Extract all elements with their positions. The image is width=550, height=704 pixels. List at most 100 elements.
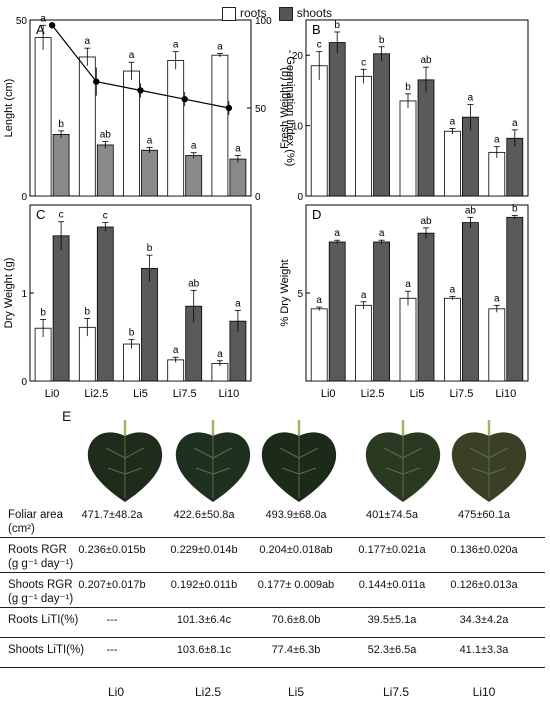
panel-A-sig-letter: b: [58, 119, 64, 130]
panel-C-sig-letter: b: [40, 307, 46, 318]
panel-B-sig-letter: ab: [420, 55, 432, 66]
row-divider: [0, 607, 545, 608]
panel-C-sig-letter: b: [129, 328, 135, 339]
panel-B-bar-shoots: [328, 42, 346, 197]
table-cell: 103.6±8.1c: [176, 644, 232, 656]
panel-B-bar-roots: [399, 100, 417, 197]
panel-D-sig-letter: ab: [465, 205, 477, 216]
panel-B-sig-letter: c: [361, 57, 366, 68]
panel-B-ylabel: Fresh Weight (g): [279, 67, 291, 149]
panel-C-bar-shoots: [52, 235, 70, 382]
panel-A-bar-shoots: [229, 158, 247, 197]
panel-C-xtick-label: Li5: [133, 388, 148, 400]
panel-B-frame: [305, 19, 529, 197]
table-cell: 0.177±0.021a: [358, 544, 426, 556]
table-cell: 0.204±0.018ab: [259, 544, 333, 556]
table-cell: 0.207±0.017b: [78, 579, 146, 591]
panel-A-sig-letter: a: [85, 36, 91, 47]
panel-A-bar-roots: [211, 54, 229, 197]
row-label: Foliar area (cm²): [8, 508, 63, 536]
panel-D-bar-shoots: [417, 232, 435, 382]
panel-D-xtick-label: Li5: [410, 388, 425, 400]
row-divider: [0, 572, 545, 573]
panel-A-germination-point: [137, 87, 144, 94]
panel-D-sig-letter: a: [361, 290, 367, 301]
table-cell: 422.6±50.8a: [173, 509, 235, 521]
table-cell: 0.229±0.014b: [170, 544, 238, 556]
panel-C-bar-roots: [167, 359, 185, 382]
leaf-image: [362, 418, 444, 509]
panel-B-sig-letter: b: [379, 35, 385, 46]
panel-C-bar-shoots: [141, 267, 158, 382]
panel-D-label: D: [312, 207, 321, 222]
panel-B-bar-roots: [488, 151, 506, 197]
leaf-image: [258, 418, 340, 509]
panel-B-sig-letter: a: [494, 135, 500, 146]
row-divider: [0, 637, 545, 638]
leaf-image: [84, 418, 166, 509]
panel-D-sig-letter: b: [512, 204, 518, 215]
panel-A-germination-point: [93, 78, 100, 85]
table-cell: 0.192±0.011b: [170, 579, 238, 591]
panel-B-bar-roots: [310, 65, 328, 197]
legend-shoots: shoots: [278, 6, 332, 21]
legend-shoots-swatch: [278, 6, 293, 21]
panel-C-sig-letter: a: [235, 299, 241, 310]
panel-A-bar-shoots: [96, 144, 114, 197]
panel-B-bar-shoots: [417, 79, 435, 197]
panel-D-bar-roots: [443, 297, 461, 382]
panel-B-ytick-label: 0: [297, 192, 303, 203]
panel-C-xtick-label: Li2.5: [84, 388, 108, 400]
panel-A-y2tick-label: 50: [255, 104, 267, 115]
table-cell: 0.236±0.015b: [78, 544, 146, 556]
table-column-label: Li0: [107, 685, 124, 699]
table-cell: 471.7±48.2a: [81, 509, 143, 521]
panel-D-xtick-label: Li0: [321, 388, 336, 400]
panel-B-sig-letter: b: [405, 82, 411, 93]
panel-C-sig-letter: b: [147, 243, 153, 254]
panel-C-bar-shoots: [96, 226, 114, 382]
panel-D-bar-roots: [488, 308, 506, 382]
panel-A-sig-letter: a: [217, 41, 223, 52]
panel-B-sig-letter: a: [450, 116, 456, 127]
panel-A-bar-roots: [167, 60, 185, 197]
panel-A-y2tick-label: 100: [255, 16, 272, 27]
row-label-main: Shoots RGR: [8, 579, 73, 591]
panel-D-bar-shoots: [373, 241, 391, 382]
panel-D-bar-roots: [310, 308, 328, 382]
panel-D-sig-letter: a: [494, 293, 500, 304]
panel-C-ytick-label: 1: [21, 289, 27, 300]
panel-C-sig-letter: b: [85, 307, 91, 318]
table-cell: 0.144±0.011a: [358, 579, 426, 591]
table-cell: ---: [106, 644, 118, 656]
panel-D-sig-letter: a: [316, 295, 322, 306]
panel-A-sig-letter: ab: [100, 129, 112, 140]
row-label-main: Foliar area: [8, 509, 63, 521]
panel-C-sig-letter: ab: [188, 278, 200, 289]
table-cell: 41.1±3.3a: [459, 644, 509, 656]
panel-D-ytick-label: 5: [297, 289, 303, 300]
row-label: Shoots RGR (g g⁻¹ day⁻¹): [8, 578, 73, 606]
panel-B-bar-roots: [355, 75, 373, 197]
table-cell: 493.9±68.0a: [265, 509, 327, 521]
panel-A-sig-letter: a: [191, 141, 197, 152]
panel-A-sig-letter: a: [40, 13, 46, 24]
leaf-image: [448, 418, 530, 509]
table-cell: 401±74.5a: [366, 509, 418, 521]
panel-D-bar-shoots: [461, 222, 479, 382]
table-cell: 39.5±5.1a: [367, 614, 417, 626]
table-cell: 475±60.1a: [458, 509, 510, 521]
panel-D-sig-letter: a: [450, 285, 456, 296]
table-cell: 0.136±0.020a: [450, 544, 518, 556]
table-column-label: Li10: [472, 685, 496, 699]
row-divider: [0, 537, 545, 538]
panel-A-sig-letter: a: [129, 50, 135, 61]
panel-D-bar-shoots: [328, 241, 346, 382]
panel-B-bar-roots: [443, 130, 461, 197]
row-label-main: Roots RGR: [8, 544, 67, 556]
panel-A-germination-point: [225, 104, 233, 112]
table-cell: 0.177± 0.009ab: [257, 579, 335, 591]
panel-A-sig-letter: a: [147, 135, 153, 146]
panel-B-sig-letter: a: [468, 92, 474, 103]
panel-D-bar-shoots: [506, 216, 524, 382]
